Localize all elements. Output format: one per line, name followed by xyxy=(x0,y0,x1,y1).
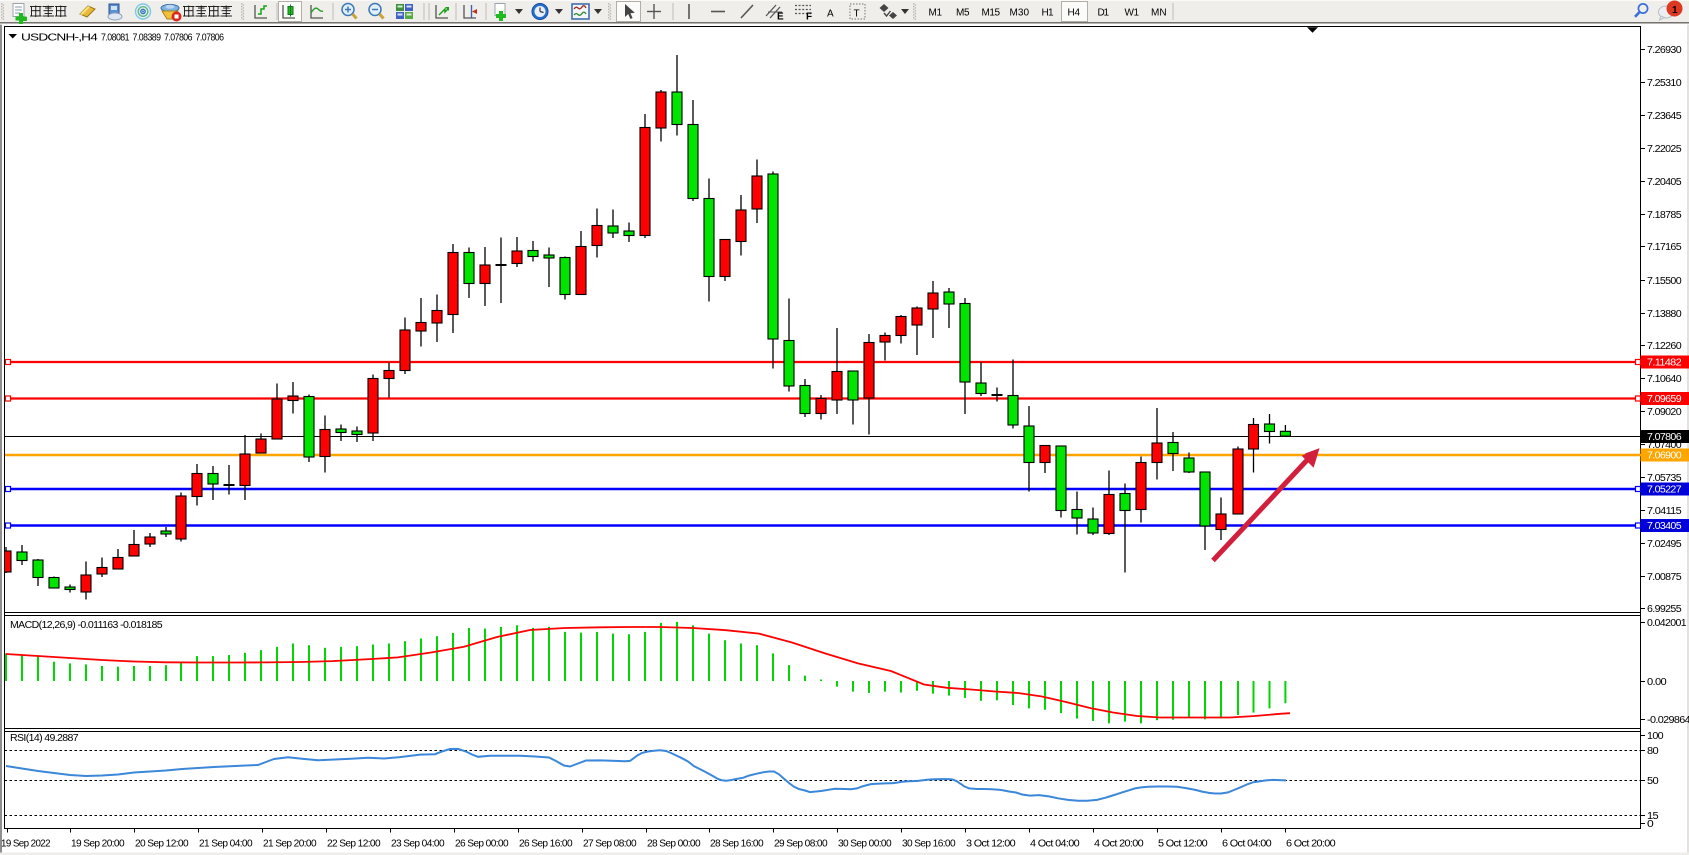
svg-text:M15: M15 xyxy=(982,8,1001,19)
svg-text:7.26930: 7.26930 xyxy=(1647,45,1682,56)
svg-text:7.13880: 7.13880 xyxy=(1647,309,1682,320)
svg-text:T: T xyxy=(854,9,860,20)
svg-text:21 Sep 20:00: 21 Sep 20:00 xyxy=(263,839,317,850)
svg-text:7.08081: 7.08081 xyxy=(101,33,130,44)
svg-text:28 Sep 16:00: 28 Sep 16:00 xyxy=(710,839,764,850)
svg-text:RSI(14) 49.2887: RSI(14) 49.2887 xyxy=(10,733,79,744)
svg-text:F: F xyxy=(806,12,812,23)
svg-text:7.07400: 7.07400 xyxy=(1647,440,1682,451)
svg-text:7.11482: 7.11482 xyxy=(1647,358,1682,369)
svg-text:A: A xyxy=(827,9,834,20)
svg-text:H4: H4 xyxy=(1068,8,1081,19)
svg-text:27 Sep 08:00: 27 Sep 08:00 xyxy=(583,839,637,850)
svg-text:0: 0 xyxy=(1647,819,1654,830)
svg-text:MACD(12,26,9) -0.011163 -0.018: MACD(12,26,9) -0.011163 -0.018185 xyxy=(10,620,163,631)
svg-text:7.25310: 7.25310 xyxy=(1647,78,1682,89)
svg-text:7.07806: 7.07806 xyxy=(1647,432,1682,443)
svg-text:M1: M1 xyxy=(929,8,943,19)
svg-text:7.10640: 7.10640 xyxy=(1647,374,1682,385)
svg-text:7.06900: 7.06900 xyxy=(1647,451,1682,462)
svg-text:7.23645: 7.23645 xyxy=(1647,111,1682,122)
svg-text:6 Oct 20:00: 6 Oct 20:00 xyxy=(1286,839,1336,850)
svg-text:30 Sep 16:00: 30 Sep 16:00 xyxy=(902,839,956,850)
svg-text:5 Oct 12:00: 5 Oct 12:00 xyxy=(1158,839,1208,850)
svg-text:7.07806: 7.07806 xyxy=(196,33,225,44)
svg-text:22 Sep 12:00: 22 Sep 12:00 xyxy=(327,839,381,850)
svg-text:7.12260: 7.12260 xyxy=(1647,341,1682,352)
svg-text:21 Sep 04:00: 21 Sep 04:00 xyxy=(199,839,253,850)
svg-text:7.04115: 7.04115 xyxy=(1647,506,1682,517)
svg-text:0.042001: 0.042001 xyxy=(1647,618,1687,629)
svg-text:M30: M30 xyxy=(1010,8,1030,19)
svg-text:7.00875: 7.00875 xyxy=(1647,572,1682,583)
svg-text:7.07806: 7.07806 xyxy=(164,33,193,44)
svg-text:7.09020: 7.09020 xyxy=(1647,407,1682,418)
svg-text:0.00: 0.00 xyxy=(1647,677,1667,688)
svg-text:50: 50 xyxy=(1647,776,1659,787)
svg-text:7.02495: 7.02495 xyxy=(1647,539,1682,550)
svg-text:MN: MN xyxy=(1151,8,1166,19)
svg-text:26 Sep 16:00: 26 Sep 16:00 xyxy=(519,839,573,850)
svg-text:7.09659: 7.09659 xyxy=(1647,394,1682,405)
svg-text:6.99255: 6.99255 xyxy=(1647,604,1682,615)
svg-text:E: E xyxy=(777,12,784,23)
svg-text:7.15500: 7.15500 xyxy=(1647,276,1682,287)
svg-text:1: 1 xyxy=(1672,5,1678,16)
svg-text:19 Sep 2022: 19 Sep 2022 xyxy=(1,839,51,850)
svg-text:7.20405: 7.20405 xyxy=(1647,177,1682,188)
svg-text:H1: H1 xyxy=(1042,8,1055,19)
svg-text:W1: W1 xyxy=(1125,8,1140,19)
svg-text:28 Sep 00:00: 28 Sep 00:00 xyxy=(647,839,701,850)
svg-text:7.17165: 7.17165 xyxy=(1647,242,1682,253)
svg-text:23 Sep 04:00: 23 Sep 04:00 xyxy=(391,839,445,850)
svg-text:USDCNH-,H4: USDCNH-,H4 xyxy=(21,33,98,44)
svg-text:D1: D1 xyxy=(1098,8,1110,19)
svg-text:-0.029864: -0.029864 xyxy=(1647,715,1689,726)
svg-text:100: 100 xyxy=(1647,731,1664,742)
svg-text:7.22025: 7.22025 xyxy=(1647,144,1682,155)
svg-text:20 Sep 12:00: 20 Sep 12:00 xyxy=(135,839,189,850)
svg-text:7.08389: 7.08389 xyxy=(133,33,162,44)
svg-text:3 Oct 12:00: 3 Oct 12:00 xyxy=(966,839,1016,850)
svg-text:7.05735: 7.05735 xyxy=(1647,473,1682,484)
svg-text:15: 15 xyxy=(1647,811,1659,822)
svg-text:19 Sep 20:00: 19 Sep 20:00 xyxy=(71,839,125,850)
svg-text:4 Oct 20:00: 4 Oct 20:00 xyxy=(1094,839,1144,850)
svg-text:7.18785: 7.18785 xyxy=(1647,210,1682,221)
svg-text:26 Sep 00:00: 26 Sep 00:00 xyxy=(455,839,509,850)
svg-text:4 Oct 04:00: 4 Oct 04:00 xyxy=(1030,839,1080,850)
svg-text:80: 80 xyxy=(1647,746,1659,757)
svg-text:7.05227: 7.05227 xyxy=(1647,485,1682,496)
svg-text:7.03405: 7.03405 xyxy=(1647,521,1682,532)
svg-text:6 Oct 04:00: 6 Oct 04:00 xyxy=(1222,839,1272,850)
svg-text:29 Sep 08:00: 29 Sep 08:00 xyxy=(774,839,828,850)
svg-text:30 Sep 00:00: 30 Sep 00:00 xyxy=(838,839,892,850)
svg-text:M5: M5 xyxy=(956,8,970,19)
